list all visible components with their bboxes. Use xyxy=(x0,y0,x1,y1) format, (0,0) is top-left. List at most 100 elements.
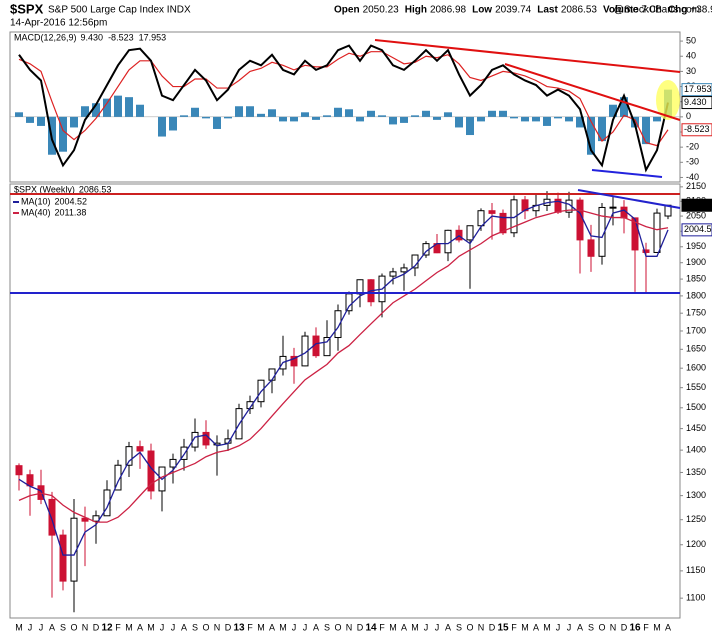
histogram-bar xyxy=(477,116,485,122)
quote-label: Chg xyxy=(668,5,687,16)
trendline xyxy=(577,189,681,209)
x-tick-label: O xyxy=(70,622,77,632)
legend-value: 2011.38 xyxy=(55,207,87,217)
price-tag-label: 2004.52 xyxy=(684,224,712,234)
x-tick-label: F xyxy=(379,622,385,632)
y-tick-label: 1600 xyxy=(686,363,706,373)
x-tick-label: N xyxy=(610,622,617,632)
candle-body xyxy=(125,446,133,466)
x-tick-label: A xyxy=(533,622,539,632)
macd-panel xyxy=(9,31,681,183)
candle-body xyxy=(323,337,331,357)
x-tick-label: D xyxy=(489,622,496,632)
candle-body xyxy=(191,431,199,448)
candle-body xyxy=(26,474,34,487)
y-tick-label: 50 xyxy=(686,35,696,45)
x-tick-label: M xyxy=(543,622,551,632)
candle-body xyxy=(81,517,89,522)
histogram-bar xyxy=(345,109,353,117)
candle-body xyxy=(48,498,56,536)
candle-body xyxy=(268,368,276,381)
histogram-bar xyxy=(642,116,650,145)
x-tick-label: A xyxy=(577,622,583,632)
histogram-bar xyxy=(81,106,89,117)
x-tick-label: F xyxy=(511,622,517,632)
candle-body xyxy=(631,217,639,251)
x-tick-label: S xyxy=(456,622,462,632)
histogram-bar xyxy=(488,110,496,117)
candle-body xyxy=(114,464,122,491)
x-tick-label: S xyxy=(192,622,198,632)
histogram-bar xyxy=(59,116,67,152)
quote: Open 2050.23 High 2086.98 Low 2039.74 Last 2086… xyxy=(334,5,712,16)
legend-value: -8.523 xyxy=(108,32,134,42)
y-tick-label: 1400 xyxy=(686,445,706,455)
histogram-bar xyxy=(92,103,100,117)
histogram-bar xyxy=(235,106,243,117)
quote-label: High xyxy=(405,5,427,16)
y-tick-label: -20 xyxy=(686,142,699,152)
trendline xyxy=(374,39,681,73)
x-tick-label: M xyxy=(125,622,133,632)
moving-average xyxy=(18,209,669,523)
x-tick-label: J xyxy=(303,622,308,632)
price-tag-label: 2086.53 xyxy=(684,200,712,210)
histogram-bar xyxy=(290,116,298,122)
x-tick-label: J xyxy=(435,622,440,632)
highlight xyxy=(656,80,680,120)
x-tick-label: 15 xyxy=(497,623,509,634)
histogram-bar xyxy=(400,116,408,123)
symbol: $SPX xyxy=(10,1,44,16)
histogram-bar xyxy=(158,116,166,137)
candle-body xyxy=(587,239,595,257)
histogram-bar xyxy=(202,116,210,119)
quote-value: 2086.98 xyxy=(430,5,467,16)
histogram-bar xyxy=(422,110,430,117)
x-tick-label: J xyxy=(424,622,429,632)
x-tick-label: N xyxy=(82,622,89,632)
price-tag xyxy=(681,198,712,212)
histogram-bar xyxy=(312,116,320,120)
histogram-bar xyxy=(213,116,221,129)
y-tick-label: 1300 xyxy=(686,490,706,500)
y-tick-label: 1900 xyxy=(686,257,706,267)
candle-body xyxy=(389,271,397,277)
histogram-bar xyxy=(70,116,78,128)
histogram-bar xyxy=(334,107,342,117)
x-tick-label: N xyxy=(478,622,485,632)
legend-value: 17.953 xyxy=(139,32,167,42)
histogram-bar xyxy=(37,116,45,126)
x-tick-label: A xyxy=(137,622,143,632)
x-tick-label: 12 xyxy=(101,623,113,634)
histogram-bar xyxy=(499,110,507,117)
x-tick-label: M xyxy=(279,622,287,632)
quote-label: Open xyxy=(334,5,360,16)
histogram-bar xyxy=(543,116,551,126)
y-tick-label: -30 xyxy=(686,157,699,167)
histogram-bar xyxy=(191,107,199,117)
legend-title: $SPX (Weekly) xyxy=(14,184,75,194)
y-tick-label: -40 xyxy=(686,172,699,182)
candle-body xyxy=(400,267,408,273)
x-tick-label: D xyxy=(621,622,628,632)
x-tick-label: O xyxy=(202,622,209,632)
price-tag xyxy=(681,83,712,97)
y-tick-label: 1450 xyxy=(686,423,706,433)
histogram-bar xyxy=(169,116,177,131)
x-tick-label: O xyxy=(598,622,605,632)
histogram-bar xyxy=(554,116,562,119)
quote-value: 2039.74 xyxy=(495,5,532,16)
histogram-bar xyxy=(653,116,661,122)
candle-body xyxy=(609,206,617,209)
quote-label: Low xyxy=(472,5,492,16)
y-tick-label: 2150 xyxy=(686,181,706,191)
candle-body xyxy=(499,212,507,234)
histogram-bar xyxy=(620,97,628,117)
histogram-bar xyxy=(510,116,518,119)
x-tick-label: F xyxy=(115,622,121,632)
candle-body xyxy=(653,212,661,253)
index-name: S&P 500 Large Cap Index INDX xyxy=(48,5,191,16)
x-tick-label: S xyxy=(60,622,66,632)
legend-name: MA(10) xyxy=(21,196,51,206)
histogram-bar xyxy=(587,116,595,155)
